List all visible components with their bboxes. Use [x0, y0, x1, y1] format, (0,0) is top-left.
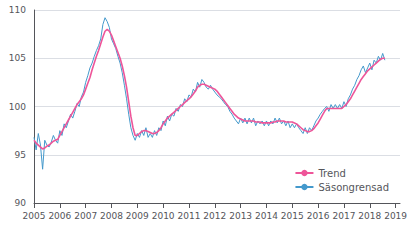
svg-text:2019: 2019	[384, 211, 407, 221]
svg-text:2010: 2010	[152, 211, 175, 221]
svg-text:2015: 2015	[281, 211, 304, 221]
svg-text:2005: 2005	[23, 211, 46, 221]
svg-text:2007: 2007	[74, 211, 97, 221]
svg-text:Säsongrensad: Säsongrensad	[318, 182, 389, 193]
svg-text:100: 100	[9, 102, 26, 112]
svg-text:90: 90	[15, 198, 27, 208]
svg-text:95: 95	[15, 150, 26, 160]
svg-text:2014: 2014	[255, 211, 278, 221]
svg-text:2012: 2012	[203, 211, 226, 221]
svg-text:2011: 2011	[178, 211, 201, 221]
svg-text:2018: 2018	[358, 211, 381, 221]
svg-text:2017: 2017	[332, 211, 355, 221]
svg-text:2016: 2016	[307, 211, 330, 221]
svg-text:105: 105	[9, 53, 26, 63]
svg-text:110: 110	[9, 5, 26, 15]
svg-text:2006: 2006	[48, 211, 71, 221]
svg-text:Trend: Trend	[317, 168, 345, 179]
svg-text:2009: 2009	[126, 211, 149, 221]
svg-text:2013: 2013	[229, 211, 252, 221]
svg-text:2008: 2008	[100, 211, 123, 221]
